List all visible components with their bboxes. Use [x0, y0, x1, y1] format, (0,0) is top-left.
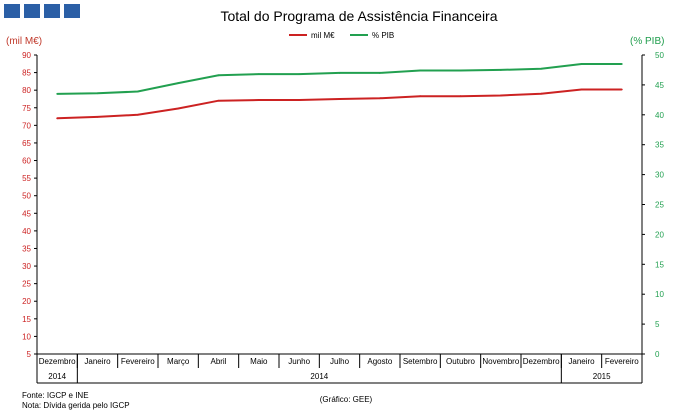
axes: 5 10 15 20 25 30 35 40 45 50 55 60 65 70 75 80 85 90 0 5 10 1… [22, 51, 664, 384]
y-left-tick-label: 80 [22, 86, 31, 95]
data-point [217, 99, 220, 102]
x-tick-label: Agosto [367, 357, 392, 366]
x-tick-label: Dezembro [39, 357, 76, 366]
y-left-tick-label: 35 [22, 244, 31, 253]
y-left-tick-label: 25 [22, 280, 31, 289]
right-axis-label: (% PIB) [630, 36, 664, 47]
y-right-tick-label: 0 [655, 350, 660, 359]
y-right-tick-label: 30 [655, 171, 664, 180]
x-year-label: 2014 [48, 372, 66, 381]
footer-credit: (Gráfico: GEE) [320, 395, 373, 404]
data-point [257, 99, 260, 101]
x-tick-label: Janeiro [568, 357, 595, 366]
data-point [459, 69, 462, 72]
footer-note: Nota: Dívida gerida pelo IGCP [22, 401, 130, 410]
data-point [56, 92, 59, 95]
x-tick-label: Maio [250, 357, 268, 366]
x-year-label: 2015 [593, 372, 611, 381]
legend-label: mil M€ [311, 31, 335, 40]
y-right-tick-label: 50 [655, 51, 664, 60]
footer-source: Fonte: IGCP e INE [22, 391, 89, 400]
y-right-tick-label: 20 [655, 230, 664, 239]
x-tick-label: Abril [210, 357, 226, 366]
data-point [459, 95, 462, 98]
y-right-tick-label: 5 [655, 320, 660, 329]
y-left-tick-label: 45 [22, 209, 31, 218]
y-right-tick-label: 40 [655, 111, 664, 120]
data-point [499, 69, 502, 71]
data-point [136, 90, 139, 93]
x-tick-label: Março [167, 357, 190, 366]
legend-label: % PIB [372, 31, 394, 40]
y-left-tick-label: 15 [22, 315, 31, 324]
logo-block [24, 4, 40, 18]
data-point [177, 107, 180, 110]
data-point [298, 99, 301, 101]
y-left-tick-label: 90 [22, 51, 31, 60]
data-point [620, 88, 623, 91]
y-right-tick-label: 25 [655, 201, 664, 210]
x-tick-label: Julho [330, 357, 350, 366]
x-tick-label: Fevereiro [121, 357, 155, 366]
data-point [96, 92, 99, 95]
y-left-tick-label: 70 [22, 121, 31, 130]
x-year-label: 2014 [310, 372, 328, 381]
data-point [378, 72, 381, 74]
y-left-tick-label: 40 [22, 227, 31, 236]
logo-block [64, 4, 80, 18]
data-point [298, 73, 301, 76]
left-axis-label: (mil M€) [6, 36, 42, 47]
x-tick-label: Dezembro [523, 357, 560, 366]
plot-area [56, 63, 623, 120]
data-point [540, 67, 543, 70]
y-left-tick-label: 85 [22, 69, 31, 78]
data-point [217, 74, 220, 77]
legend: mil M€ % PIB [289, 31, 394, 40]
x-tick-label: Novembro [482, 357, 519, 366]
y-left-tick-label: 75 [22, 104, 31, 113]
data-point [338, 98, 341, 100]
y-right-tick-label: 15 [655, 260, 664, 269]
data-point [580, 63, 583, 65]
x-tick-label: Junho [288, 357, 310, 366]
y-left-tick-label: 30 [22, 262, 31, 271]
data-point [378, 97, 381, 100]
chart-title: Total do Programa de Assistência Finance… [220, 8, 497, 24]
x-tick-label: Outubro [446, 357, 475, 366]
series-line [57, 88, 622, 120]
data-point [419, 69, 422, 72]
data-point [177, 82, 180, 85]
x-tick-label: Setembro [403, 357, 438, 366]
data-point [580, 88, 583, 91]
y-left-tick-label: 10 [22, 332, 31, 341]
y-right-tick-label: 35 [655, 141, 664, 150]
data-point [540, 92, 543, 95]
y-left-tick-label: 60 [22, 157, 31, 166]
y-right-tick-label: 45 [655, 81, 664, 90]
data-point [338, 72, 341, 74]
logo-block [44, 4, 60, 18]
data-point [136, 113, 139, 116]
y-left-tick-label: 5 [27, 350, 32, 359]
data-point [257, 73, 260, 76]
y-right-tick-label: 10 [655, 290, 664, 299]
data-point [620, 63, 623, 65]
data-point [56, 117, 59, 120]
data-point [419, 95, 422, 98]
series-line [57, 63, 622, 95]
x-tick-label: Fevereiro [605, 357, 639, 366]
y-left-tick-label: 50 [22, 192, 31, 201]
logo [4, 4, 80, 18]
logo-block [4, 4, 20, 18]
y-left-tick-label: 65 [22, 139, 31, 148]
x-tick-label: Janeiro [84, 357, 111, 366]
y-left-tick-label: 20 [22, 297, 31, 306]
data-point [96, 116, 99, 118]
data-point [499, 94, 502, 97]
y-left-tick-label: 55 [22, 174, 31, 183]
